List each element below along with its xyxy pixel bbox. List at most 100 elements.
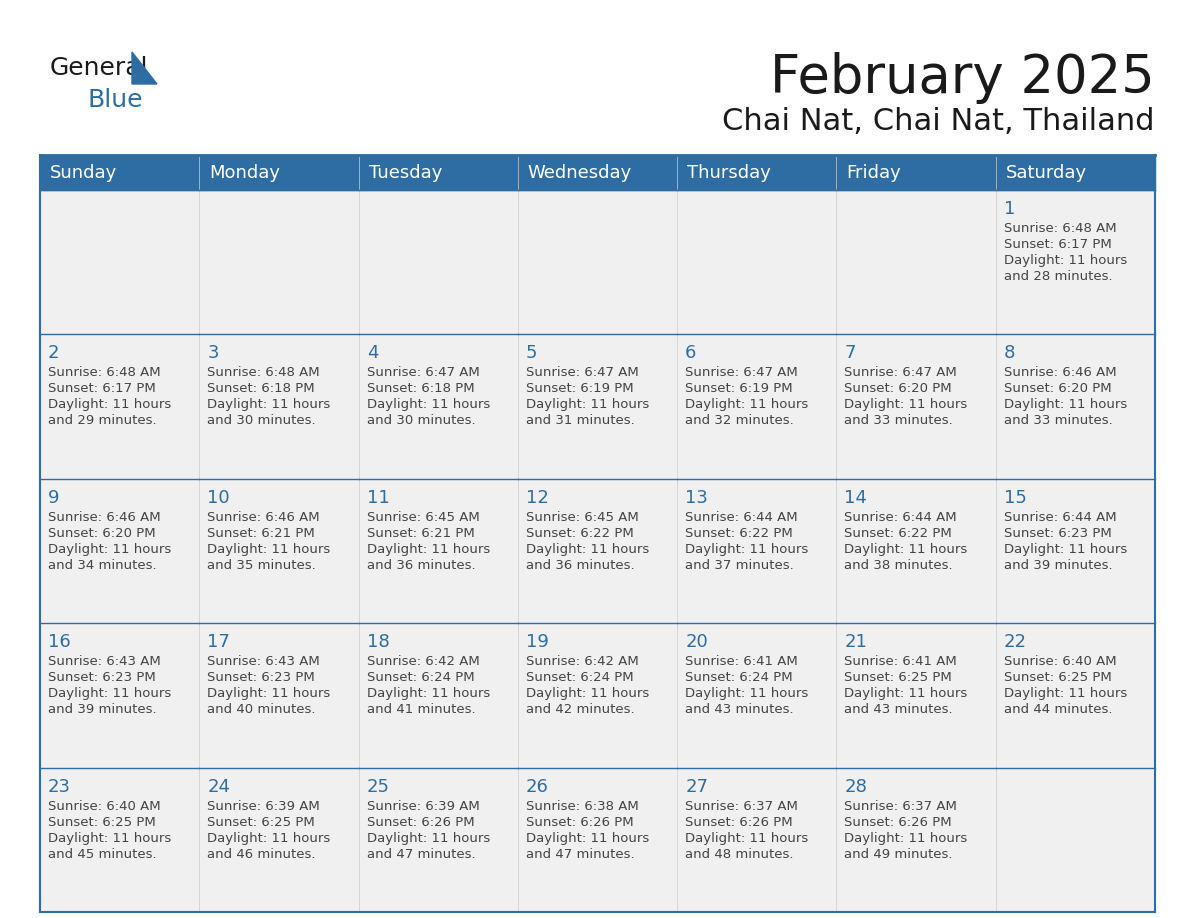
Text: Sunset: 6:17 PM: Sunset: 6:17 PM	[1004, 238, 1112, 251]
Text: Daylight: 11 hours: Daylight: 11 hours	[367, 688, 489, 700]
Text: Thursday: Thursday	[687, 163, 771, 182]
Bar	[40, 479, 200, 623]
Text: and 44 minutes.: and 44 minutes.	[1004, 703, 1112, 716]
Text: 18: 18	[367, 633, 390, 651]
Text: Sunrise: 6:46 AM: Sunrise: 6:46 AM	[1004, 366, 1117, 379]
Text: Daylight: 11 hours: Daylight: 11 hours	[48, 543, 171, 555]
Text: 3: 3	[207, 344, 219, 363]
Text: Daylight: 11 hours: Daylight: 11 hours	[685, 398, 808, 411]
Text: Daylight: 11 hours: Daylight: 11 hours	[526, 832, 649, 845]
Text: Daylight: 11 hours: Daylight: 11 hours	[526, 398, 649, 411]
Text: Daylight: 11 hours: Daylight: 11 hours	[48, 398, 171, 411]
Text: Sunrise: 6:47 AM: Sunrise: 6:47 AM	[526, 366, 639, 379]
Text: Monday: Monday	[209, 163, 280, 182]
Text: Sunday: Sunday	[50, 163, 118, 182]
Bar	[518, 190, 677, 334]
Text: 12: 12	[526, 488, 549, 507]
Bar	[40, 155, 1155, 190]
Text: Sunrise: 6:41 AM: Sunrise: 6:41 AM	[685, 655, 798, 668]
Bar	[996, 479, 1155, 623]
Bar	[677, 767, 836, 912]
Text: and 36 minutes.: and 36 minutes.	[526, 559, 634, 572]
Text: Daylight: 11 hours: Daylight: 11 hours	[48, 832, 171, 845]
Text: Daylight: 11 hours: Daylight: 11 hours	[845, 832, 968, 845]
Text: and 32 minutes.: and 32 minutes.	[685, 414, 794, 428]
Text: Sunset: 6:18 PM: Sunset: 6:18 PM	[367, 383, 474, 396]
Text: Sunset: 6:19 PM: Sunset: 6:19 PM	[526, 383, 633, 396]
Bar	[40, 767, 200, 912]
Bar	[359, 767, 518, 912]
Bar	[200, 190, 359, 334]
Text: and 47 minutes.: and 47 minutes.	[526, 847, 634, 860]
Text: Daylight: 11 hours: Daylight: 11 hours	[207, 543, 330, 555]
Text: and 46 minutes.: and 46 minutes.	[207, 847, 316, 860]
Bar	[40, 623, 200, 767]
Bar	[677, 479, 836, 623]
Text: Sunrise: 6:44 AM: Sunrise: 6:44 AM	[845, 510, 958, 524]
Bar	[677, 623, 836, 767]
Text: Sunrise: 6:47 AM: Sunrise: 6:47 AM	[367, 366, 479, 379]
Text: Sunrise: 6:40 AM: Sunrise: 6:40 AM	[1004, 655, 1117, 668]
Text: and 36 minutes.: and 36 minutes.	[367, 559, 475, 572]
Text: 26: 26	[526, 778, 549, 796]
Text: Sunrise: 6:39 AM: Sunrise: 6:39 AM	[367, 800, 479, 812]
Bar	[359, 334, 518, 479]
Text: Saturday: Saturday	[1006, 163, 1087, 182]
Text: Daylight: 11 hours: Daylight: 11 hours	[1004, 254, 1127, 267]
Bar	[677, 190, 836, 334]
Text: Sunset: 6:21 PM: Sunset: 6:21 PM	[207, 527, 315, 540]
Bar	[836, 334, 996, 479]
Text: 21: 21	[845, 633, 867, 651]
Text: Sunset: 6:24 PM: Sunset: 6:24 PM	[685, 671, 792, 684]
Text: General: General	[50, 56, 148, 80]
Text: 16: 16	[48, 633, 71, 651]
Text: Blue: Blue	[88, 88, 144, 112]
Text: Sunrise: 6:46 AM: Sunrise: 6:46 AM	[207, 510, 320, 524]
Text: and 30 minutes.: and 30 minutes.	[367, 414, 475, 428]
Bar	[518, 623, 677, 767]
Text: and 38 minutes.: and 38 minutes.	[845, 559, 953, 572]
Text: Sunset: 6:25 PM: Sunset: 6:25 PM	[48, 815, 156, 829]
Bar	[40, 334, 200, 479]
Bar	[359, 623, 518, 767]
Text: Sunrise: 6:39 AM: Sunrise: 6:39 AM	[207, 800, 320, 812]
Text: Sunset: 6:26 PM: Sunset: 6:26 PM	[526, 815, 633, 829]
Text: Sunrise: 6:45 AM: Sunrise: 6:45 AM	[367, 510, 479, 524]
Bar	[836, 479, 996, 623]
Text: 11: 11	[367, 488, 390, 507]
Text: 4: 4	[367, 344, 378, 363]
Text: Sunrise: 6:46 AM: Sunrise: 6:46 AM	[48, 510, 160, 524]
Text: 15: 15	[1004, 488, 1026, 507]
Text: Daylight: 11 hours: Daylight: 11 hours	[1004, 688, 1127, 700]
Text: and 35 minutes.: and 35 minutes.	[207, 559, 316, 572]
Text: and 34 minutes.: and 34 minutes.	[48, 559, 157, 572]
Text: Daylight: 11 hours: Daylight: 11 hours	[685, 688, 808, 700]
Text: Sunrise: 6:45 AM: Sunrise: 6:45 AM	[526, 510, 639, 524]
Text: Daylight: 11 hours: Daylight: 11 hours	[48, 688, 171, 700]
Text: Friday: Friday	[846, 163, 902, 182]
Bar	[518, 767, 677, 912]
Text: Sunset: 6:26 PM: Sunset: 6:26 PM	[685, 815, 792, 829]
Text: Sunset: 6:26 PM: Sunset: 6:26 PM	[845, 815, 952, 829]
Text: Sunset: 6:24 PM: Sunset: 6:24 PM	[367, 671, 474, 684]
Text: and 33 minutes.: and 33 minutes.	[845, 414, 953, 428]
Text: Daylight: 11 hours: Daylight: 11 hours	[207, 832, 330, 845]
Bar	[359, 479, 518, 623]
Text: Daylight: 11 hours: Daylight: 11 hours	[367, 543, 489, 555]
Text: and 28 minutes.: and 28 minutes.	[1004, 270, 1112, 283]
Text: Sunrise: 6:37 AM: Sunrise: 6:37 AM	[845, 800, 958, 812]
Text: Sunset: 6:24 PM: Sunset: 6:24 PM	[526, 671, 633, 684]
Text: Daylight: 11 hours: Daylight: 11 hours	[845, 688, 968, 700]
Text: and 33 minutes.: and 33 minutes.	[1004, 414, 1112, 428]
Text: Sunset: 6:18 PM: Sunset: 6:18 PM	[207, 383, 315, 396]
Text: Sunrise: 6:47 AM: Sunrise: 6:47 AM	[685, 366, 798, 379]
Text: 6: 6	[685, 344, 696, 363]
Text: Sunrise: 6:44 AM: Sunrise: 6:44 AM	[685, 510, 798, 524]
Bar	[677, 334, 836, 479]
Text: and 31 minutes.: and 31 minutes.	[526, 414, 634, 428]
Text: Tuesday: Tuesday	[368, 163, 442, 182]
Text: 10: 10	[207, 488, 230, 507]
Bar	[359, 190, 518, 334]
Text: Sunrise: 6:40 AM: Sunrise: 6:40 AM	[48, 800, 160, 812]
Text: 8: 8	[1004, 344, 1015, 363]
